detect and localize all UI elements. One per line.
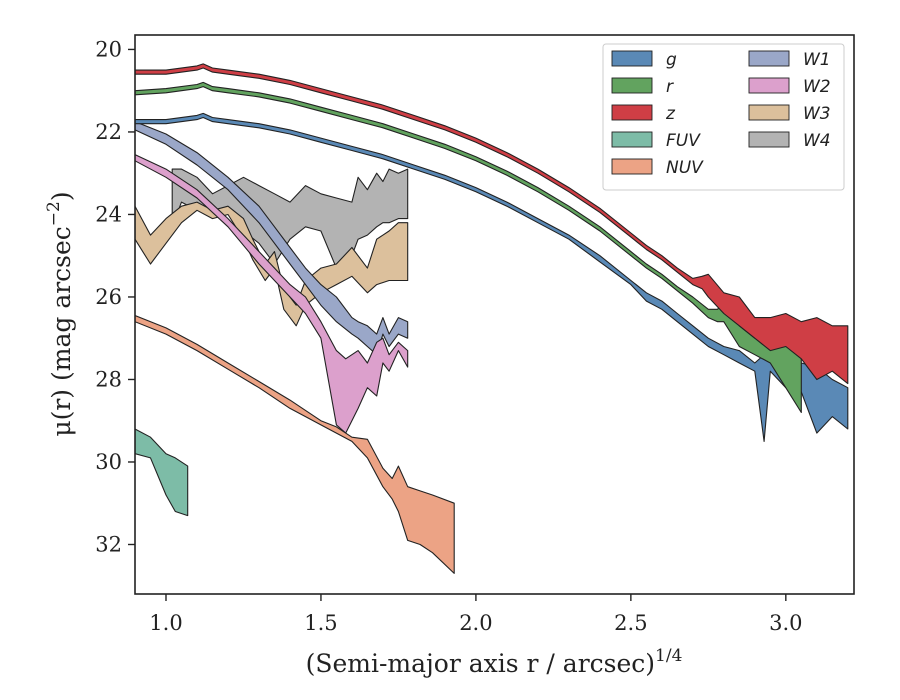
x-axis-label-main: (Semi-major axis r / arcsec) [306,649,655,678]
profile-bands [135,63,849,574]
y-tick-label: 32 [95,532,122,556]
band-z [135,63,849,385]
legend-swatch-fuv [611,131,653,148]
y-tick-label: 22 [95,120,122,144]
x-tick-label: 2.5 [614,611,647,635]
x-tick-label: 1.5 [304,611,337,635]
legend-label-w2: W2 [803,77,831,97]
legend-swatch-r [611,77,653,94]
x-tick-label: 3.0 [769,611,802,635]
band-w1 [135,121,409,356]
y-tick-label: 26 [95,285,122,309]
legend-label-nuv: NUV [666,158,704,178]
y-axis-ticks: 20 22 24 26 28 30 32 [95,37,135,556]
legend: grz FUV NUV W1 W2 W3 W4 [602,43,845,191]
y-axis-label: μ(r) (mag arcsec−2) [44,191,76,436]
legend-label-z: z [665,104,676,124]
legend-label-r: r [666,77,674,97]
x-axis-ticks: 1.0 1.5 2.0 2.5 3.0 [149,594,803,635]
legend-label-w3: W3 [803,104,831,124]
legend-label-fuv: FUV [666,131,701,151]
band-w4 [171,168,409,269]
plot-frame [134,34,855,595]
y-tick-label: 28 [95,367,122,391]
legend-swatch-z [611,104,653,121]
x-tick-label: 1.0 [149,611,182,635]
band-fuv [135,428,189,517]
y-axis-label-superscript: −2 [44,201,64,226]
y-tick-label: 30 [95,450,122,474]
legend-label-w1: W1 [803,50,831,70]
y-axis-label-main: μ(r) (mag arcsec [47,226,76,436]
band-g [135,112,849,442]
band-nuv [135,314,455,574]
x-axis-label-superscript: 1/4 [655,646,682,666]
y-tick-label: 24 [95,202,122,226]
legend-swatch-w3 [748,104,790,121]
band-w2 [135,154,409,434]
legend-swatch-g [611,50,653,67]
x-tick-label: 2.0 [459,611,492,635]
legend-swatch-w1 [748,50,790,67]
legend-swatch-nuv [611,158,653,175]
y-axis-label-close: ) [47,191,76,201]
y-tick-label: 20 [95,37,122,61]
legend-label-w4: W4 [803,131,831,151]
x-axis-label: (Semi-major axis r / arcsec)1/4 [306,646,683,678]
legend-swatch-w4 [748,131,790,148]
legend-label-g: g [666,50,677,70]
legend-swatch-w2 [748,77,790,94]
band-r [135,81,802,414]
